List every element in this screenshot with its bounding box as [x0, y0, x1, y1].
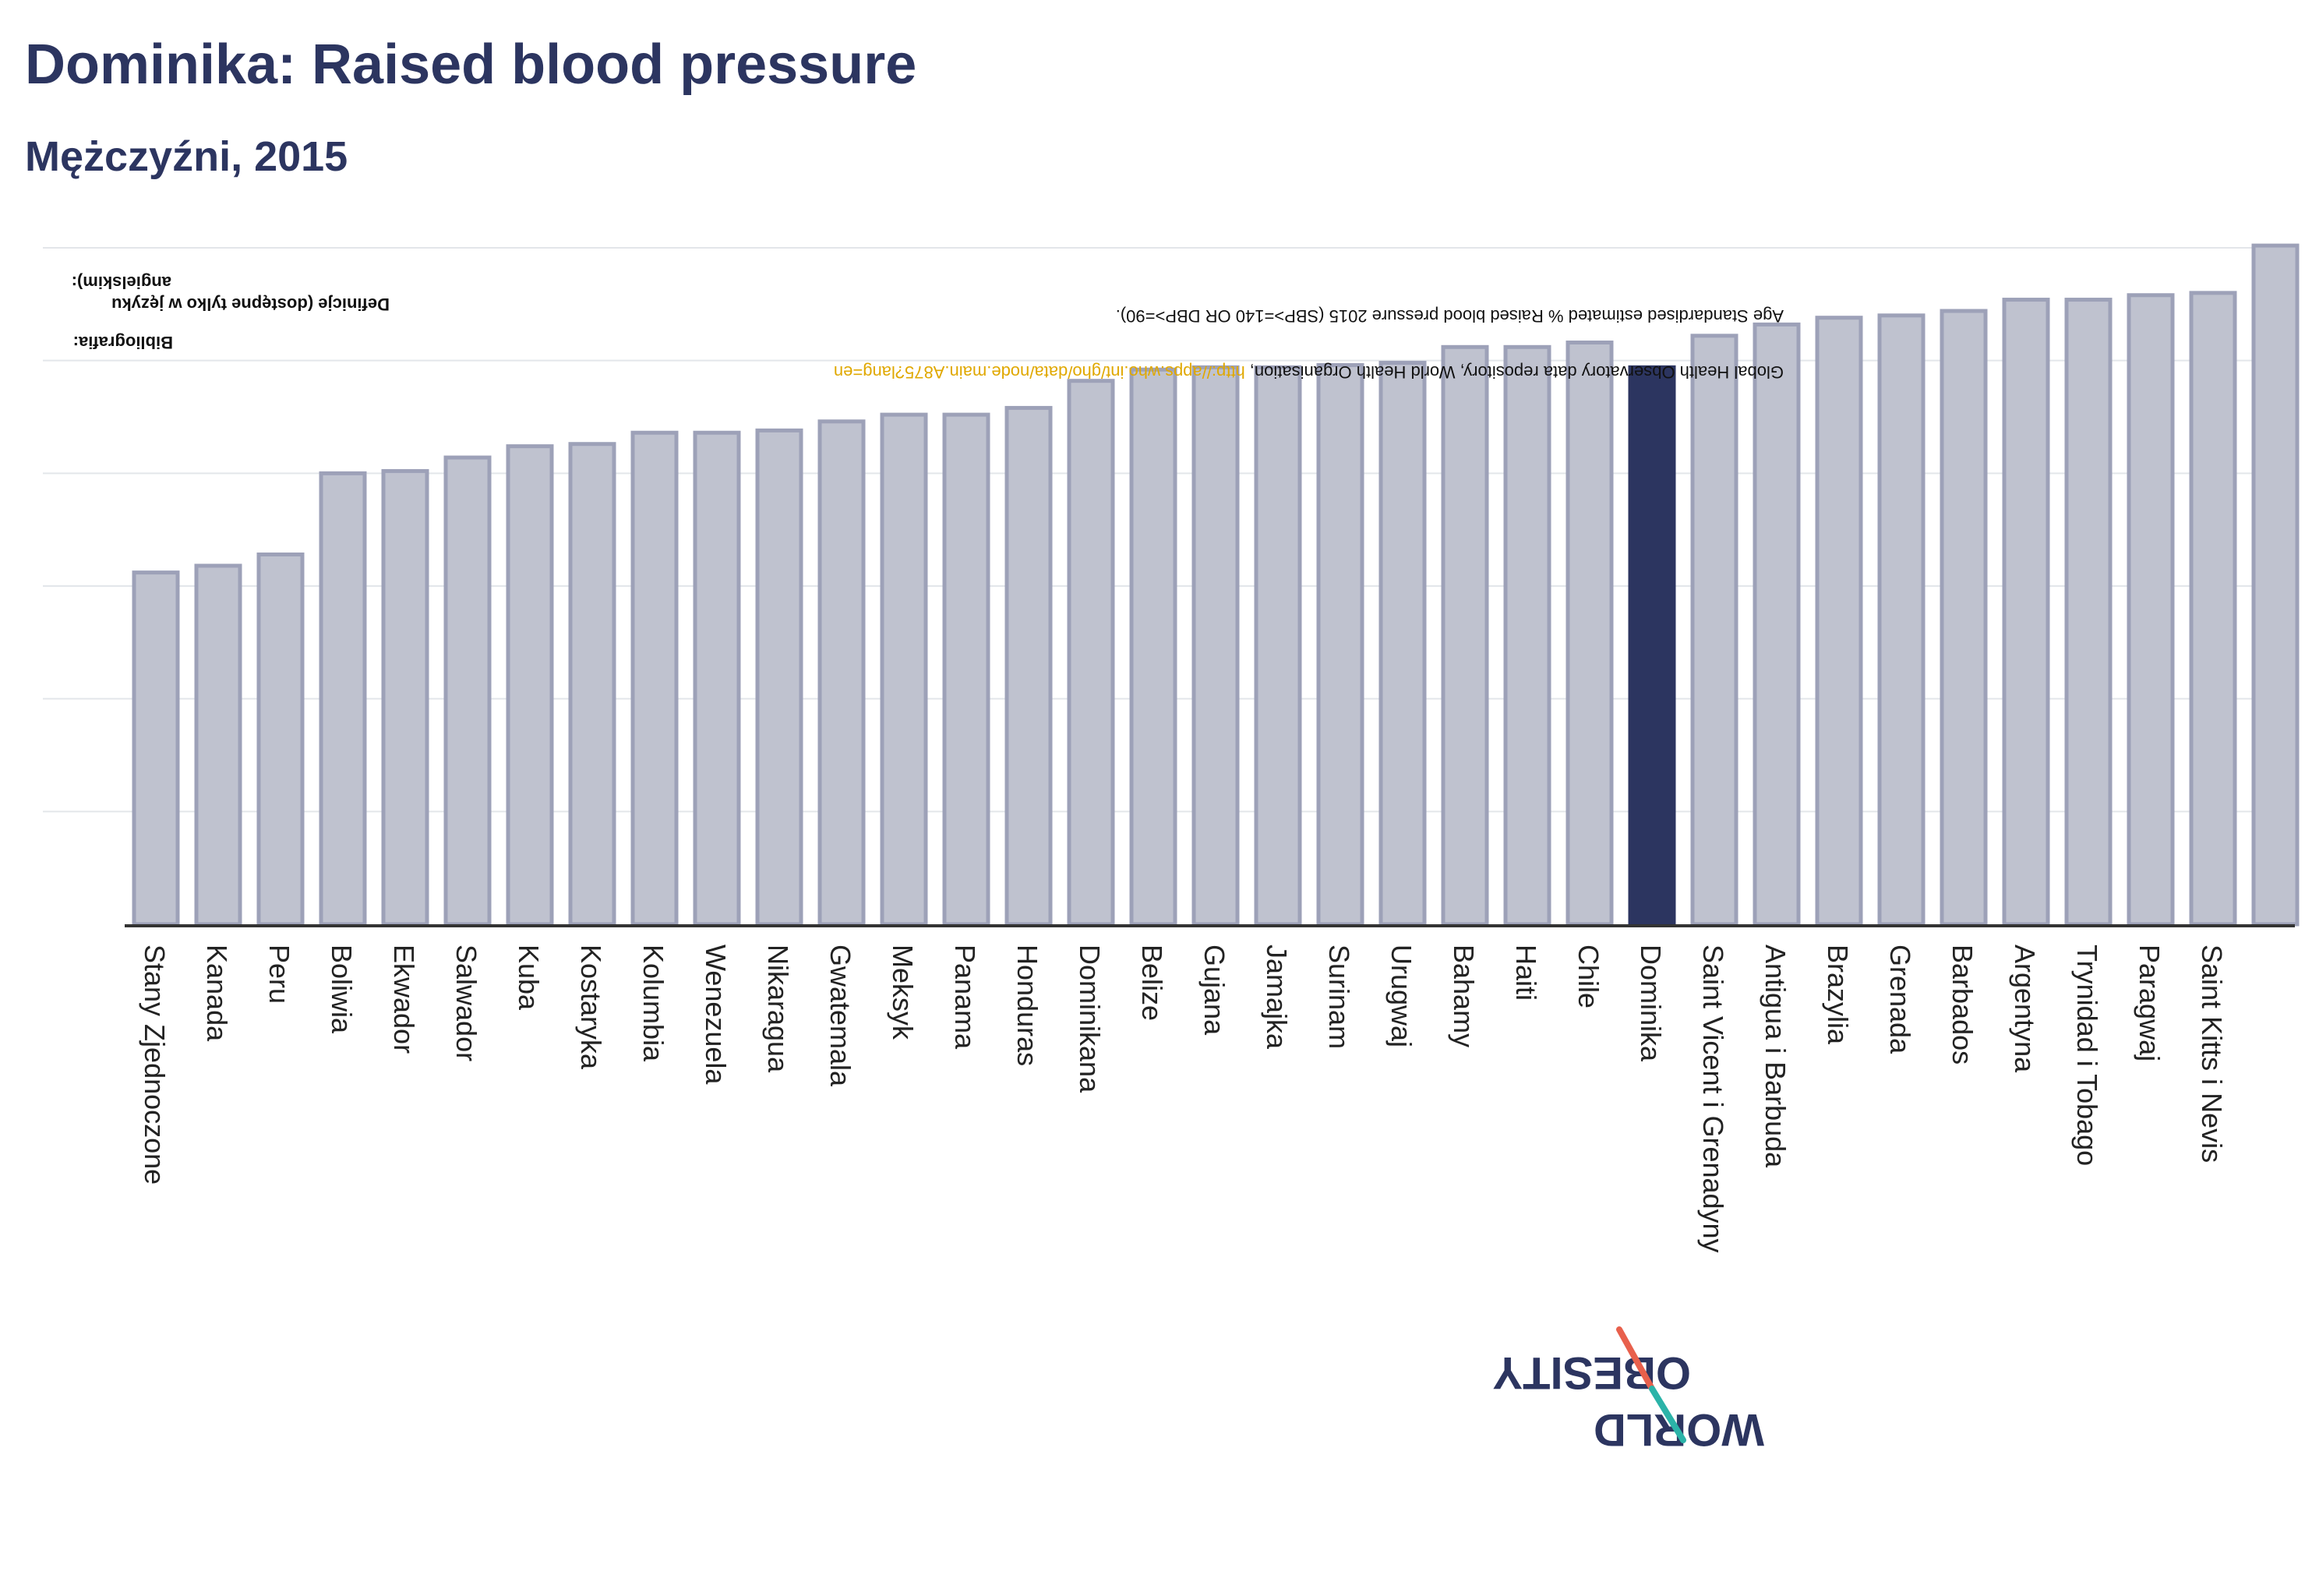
bar [880, 412, 928, 927]
x-tick-label: Urugwaj [1385, 945, 1417, 1047]
bar [506, 444, 554, 927]
x-tick-label: Antigua i Barbuda [1760, 945, 1791, 1168]
x-tick-label: Jamajka [1261, 945, 1293, 1050]
x-tick-label: Meksyk [887, 945, 919, 1040]
obesity-world-logo: OBESITY WORLD [1492, 1326, 1764, 1455]
x-tick-label: Brazylia [1822, 945, 1854, 1045]
x-tick-label: Barbados [1947, 945, 1978, 1065]
bar [568, 442, 616, 927]
x-tick-label: Paragwaj [2134, 945, 2166, 1061]
bar [1067, 379, 1115, 927]
bar [1815, 316, 1863, 927]
bibliography-link[interactable]: http://apps.who.int/gho/data/node.main.A… [834, 362, 1245, 382]
logo-slash-teal [1649, 1386, 1686, 1443]
x-tick-label: Chile [1573, 945, 1604, 1008]
bar [2251, 243, 2300, 927]
x-tick-label: Honduras [1011, 945, 1043, 1066]
x-tick-label: Kostaryka [575, 945, 607, 1070]
definitions-label-line2: angielskim): [72, 273, 171, 292]
bar [1877, 313, 1926, 927]
bar [256, 552, 305, 927]
bar [1191, 365, 1240, 927]
x-tick-label: Grenada [1884, 945, 1916, 1054]
bar-highlighted [1628, 365, 1676, 927]
x-tick-label: Gujana [1198, 945, 1230, 1036]
bar [1690, 334, 1738, 927]
logo-slash-red [1616, 1326, 1655, 1392]
x-tick-label: Nikaragua [762, 945, 794, 1073]
x-tick-label: Salwador [450, 945, 482, 1061]
bar [1565, 341, 1614, 927]
bar [2002, 298, 2050, 927]
chart-title: Dominika: Raised blood pressure [25, 34, 917, 96]
bibliography-text: Global Health Observatory data repositor… [834, 362, 1784, 382]
x-tick-label: Surinam [1323, 945, 1355, 1049]
x-tick-label: Saint Vicent i Grenadyny [1697, 945, 1729, 1253]
x-tick-label: Belize [1136, 945, 1168, 1021]
bars [132, 243, 2300, 927]
x-tick-label: Boliwia [326, 945, 358, 1034]
bar [194, 563, 242, 927]
x-tick-label: Kanada [201, 945, 233, 1042]
x-tick-label: Panama [949, 945, 981, 1050]
x-tick-label: Saint Kitts i Nevis [2196, 945, 2228, 1163]
bar [1940, 309, 1988, 927]
x-tick-label: Ekwador [388, 945, 420, 1054]
x-tick-label: Stany Zjednoczone [139, 945, 171, 1185]
bar [942, 412, 990, 927]
bar [1441, 344, 1489, 927]
bar [132, 570, 180, 927]
bibliography-label: Bibliografia: [73, 333, 173, 352]
x-tick-label: Bahamy [1448, 945, 1480, 1047]
definitions-text: Age Standardised estimated % Raised bloo… [1116, 306, 1784, 326]
bibliography-source: Global Health Observatory data repositor… [1245, 362, 1784, 382]
chart-notes: Global Health Observatory data repositor… [72, 273, 1784, 382]
bar [443, 455, 492, 927]
x-tick-label: Kolumbia [637, 945, 669, 1062]
x-tick-label: Trynidad i Tobago [2071, 945, 2103, 1166]
definitions-label-line1: Definicje (dostępne tylko w języku [111, 295, 390, 314]
x-tick-label: Dominikana [1074, 945, 1106, 1093]
bar [755, 428, 803, 927]
x-tick-label: Wenezuela [700, 945, 732, 1085]
bar [2189, 291, 2237, 927]
bar [1004, 405, 1053, 927]
x-tick-label: Gwatemala [824, 945, 856, 1087]
bar [1254, 365, 1302, 927]
bar [381, 468, 429, 927]
bar [1378, 361, 1427, 927]
bar [1503, 344, 1551, 927]
bar [630, 430, 679, 927]
x-tick-label: Dominika [1635, 945, 1667, 1062]
bar [2127, 293, 2175, 927]
logo-text-obesity: OBESITY [1492, 1347, 1691, 1398]
chart-subtitle: Mężczyźni, 2015 [25, 133, 348, 180]
bar [693, 430, 741, 927]
x-tick-label: Argentyna [2009, 945, 2041, 1073]
bar [1316, 362, 1364, 927]
bar [817, 419, 866, 927]
x-tick-labels: Stany Zjednoczone Kanada Peru Boliwia Ekwado… [139, 945, 2228, 1253]
x-tick-label: Haiti [1510, 945, 1542, 1001]
x-tick-label: Kuba [513, 945, 545, 1011]
bar [2064, 298, 2113, 927]
bar [319, 471, 367, 927]
x-tick-label: Peru [263, 945, 295, 1004]
bar [1753, 322, 1801, 927]
bar [1129, 367, 1177, 927]
